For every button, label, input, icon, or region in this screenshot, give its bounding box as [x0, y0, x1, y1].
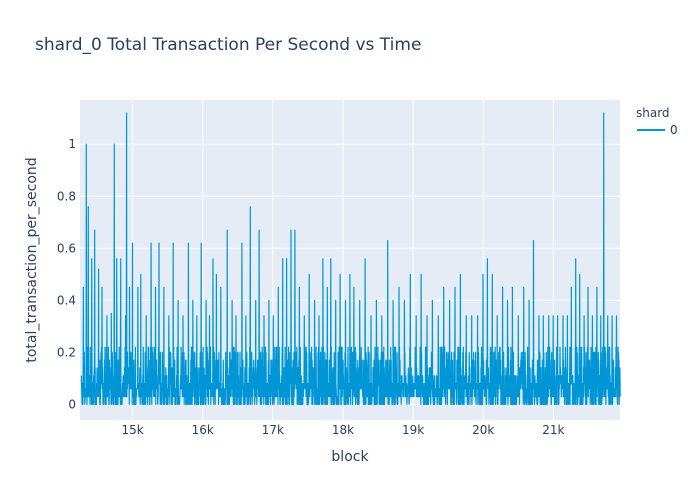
x-tick-label: 20k — [472, 423, 494, 437]
y-tick-label: 0.6 — [57, 241, 76, 255]
y-tick-label: 1 — [68, 137, 76, 151]
y-axis-title: total_transaction_per_second — [24, 157, 40, 362]
y-tick-label: 0.4 — [57, 293, 76, 307]
y-axis-ticks: 0 0.2 0.4 0.6 0.8 1 — [57, 137, 76, 411]
y-tick-label: 0 — [68, 397, 76, 411]
x-axis-title: block — [331, 449, 369, 465]
y-tick-label: 0.8 — [57, 189, 76, 203]
x-tick-label: 15k — [121, 423, 143, 437]
x-tick-label: 16k — [192, 423, 214, 437]
series-0-path — [80, 112, 621, 405]
legend[interactable]: shard 0 — [636, 106, 678, 137]
x-tick-label: 19k — [402, 423, 424, 437]
y-tick-label: 0.2 — [57, 345, 76, 359]
legend-title: shard — [636, 106, 670, 120]
legend-item-0: 0 — [670, 123, 678, 137]
chart-title: shard_0 Total Transaction Per Second vs … — [35, 35, 421, 55]
x-axis-ticks: 15k 16k 17k 18k 19k 20k 21k — [121, 423, 564, 437]
x-tick-label: 21k — [542, 423, 564, 437]
series-0-line — [80, 112, 621, 405]
x-tick-label: 17k — [262, 423, 284, 437]
x-tick-label: 18k — [332, 423, 354, 437]
